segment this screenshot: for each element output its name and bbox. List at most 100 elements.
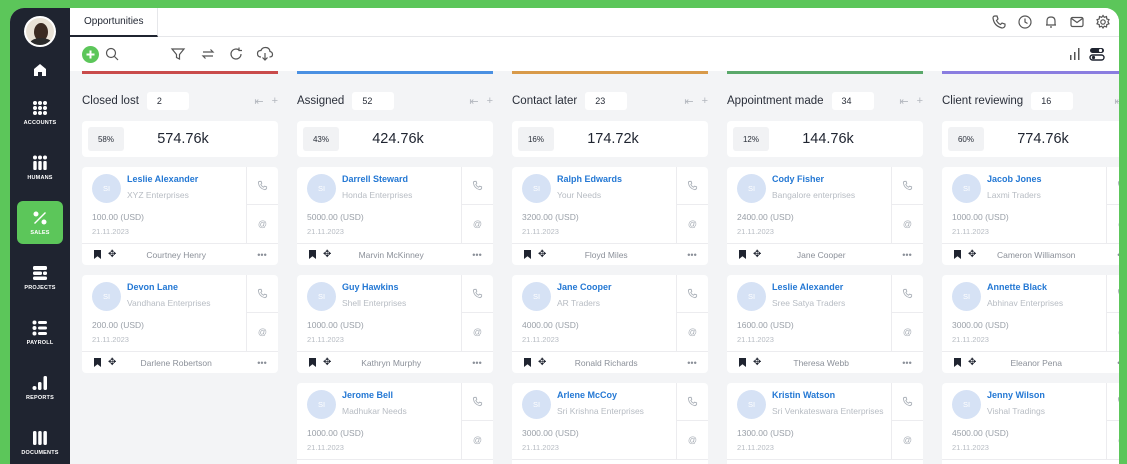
call-button[interactable] <box>892 383 923 421</box>
opportunity-card[interactable]: SI Devon Lane Vandhana Enterprises 200.0… <box>82 275 278 373</box>
collapse-icon[interactable]: ⇤ <box>1114 95 1119 108</box>
download-icon[interactable] <box>256 46 274 62</box>
refresh-icon[interactable] <box>228 46 244 62</box>
bell-icon[interactable] <box>1043 14 1059 30</box>
bookmark-icon[interactable] <box>309 358 316 367</box>
contact-name[interactable]: Guy Hawkins <box>342 282 399 292</box>
contact-name[interactable]: Cody Fisher <box>772 174 825 184</box>
opportunity-card[interactable]: SI Leslie Alexander XYZ Enterprises 100.… <box>82 167 278 265</box>
add-card-icon[interactable]: + <box>271 94 278 107</box>
bookmark-icon[interactable] <box>739 250 746 259</box>
move-icon[interactable]: ✥ <box>323 248 332 260</box>
contact-name[interactable]: Devon Lane <box>127 282 179 292</box>
contact-name[interactable]: Jerome Bell <box>342 390 394 400</box>
call-button[interactable] <box>677 167 708 205</box>
more-options-icon[interactable]: ••• <box>1106 250 1119 260</box>
sidebar-item-payroll[interactable]: PAYROLL <box>17 311 63 354</box>
more-options-icon[interactable]: ••• <box>687 357 697 368</box>
chart-icon[interactable] <box>1067 46 1083 62</box>
move-icon[interactable]: ✥ <box>538 356 547 368</box>
opportunity-card[interactable]: SI Cody Fisher Bangalore enterprises 240… <box>727 167 923 265</box>
more-options-icon[interactable]: ••• <box>472 357 482 368</box>
email-button[interactable]: @ <box>677 421 708 459</box>
opportunity-card[interactable]: SI Guy Hawkins Shell Enterprises 1000.00… <box>297 275 493 373</box>
call-button[interactable] <box>1107 383 1119 421</box>
move-icon[interactable]: ✥ <box>538 248 547 260</box>
more-options-icon[interactable]: ••• <box>902 249 912 260</box>
opportunity-card[interactable]: SI Ralph Edwards Your Needs 3200.00 (USD… <box>512 167 708 265</box>
add-button[interactable] <box>82 46 99 63</box>
sidebar-item-projects[interactable]: PROJECTS <box>17 256 63 299</box>
contact-name[interactable]: Jane Cooper <box>557 282 612 292</box>
sidebar-item-reports[interactable]: REPORTS <box>17 366 63 409</box>
opportunity-card[interactable]: SI Jenny Wilson Vishal Tradings 4500.00 … <box>942 383 1119 464</box>
bookmark-icon[interactable] <box>309 250 316 259</box>
email-button[interactable]: @ <box>892 205 923 243</box>
add-card-icon[interactable]: + <box>486 94 493 107</box>
bookmark-icon[interactable] <box>954 358 961 367</box>
call-button[interactable] <box>247 167 278 205</box>
settings-icon[interactable] <box>1095 14 1111 30</box>
bookmark-icon[interactable] <box>94 358 101 367</box>
contact-name[interactable]: Jacob Jones <box>987 174 1042 184</box>
contact-name[interactable]: Kristin Watson <box>772 390 836 400</box>
more-options-icon[interactable]: ••• <box>1106 358 1119 368</box>
email-button[interactable]: @ <box>1107 205 1119 243</box>
move-icon[interactable]: ✥ <box>968 248 977 260</box>
opportunity-card[interactable]: SI Kristin Watson Sri Venkateswara Enter… <box>727 383 923 464</box>
contact-name[interactable]: Darrell Steward <box>342 174 409 184</box>
call-button[interactable] <box>892 275 923 313</box>
move-icon[interactable]: ✥ <box>108 248 117 260</box>
clock-icon[interactable] <box>1017 14 1033 30</box>
add-card-icon[interactable]: + <box>916 94 923 107</box>
more-options-icon[interactable]: ••• <box>687 249 697 260</box>
call-button[interactable] <box>247 275 278 313</box>
opportunity-card[interactable]: SI Jerome Bell Madhukar Needs 1000.00 (U… <box>297 383 493 464</box>
email-button[interactable]: @ <box>247 205 278 243</box>
call-button[interactable] <box>677 275 708 313</box>
phone-icon[interactable] <box>991 14 1007 30</box>
collapse-icon[interactable]: ⇤ <box>684 95 694 108</box>
opportunity-card[interactable]: SI Jane Cooper AR Traders 4000.00 (USD) … <box>512 275 708 373</box>
more-options-icon[interactable]: ••• <box>472 249 482 260</box>
filter-icon[interactable] <box>170 46 186 62</box>
swap-icon[interactable] <box>200 46 216 62</box>
email-button[interactable]: @ <box>462 205 493 243</box>
contact-name[interactable]: Ralph Edwards <box>557 174 623 184</box>
collapse-icon[interactable]: ⇤ <box>254 95 264 108</box>
more-options-icon[interactable]: ••• <box>902 357 912 368</box>
email-button[interactable]: @ <box>462 313 493 351</box>
call-button[interactable] <box>677 383 708 421</box>
mail-icon[interactable] <box>1069 14 1085 30</box>
search-icon[interactable] <box>104 46 120 62</box>
collapse-icon[interactable]: ⇤ <box>469 95 479 108</box>
more-options-icon[interactable]: ••• <box>257 357 267 368</box>
email-button[interactable]: @ <box>677 205 708 243</box>
move-icon[interactable]: ✥ <box>753 356 762 368</box>
move-icon[interactable]: ✥ <box>753 248 762 260</box>
opportunity-card[interactable]: SI Annette Black Abhinav Enterprises 300… <box>942 275 1119 373</box>
email-button[interactable]: @ <box>892 313 923 351</box>
email-button[interactable]: @ <box>1107 421 1119 459</box>
home-icon[interactable] <box>33 63 47 77</box>
sidebar-item-sales[interactable]: SALES <box>17 201 63 245</box>
call-button[interactable] <box>462 275 493 313</box>
opportunity-card[interactable]: SI Arlene McCoy Sri Krishna Enterprises … <box>512 383 708 464</box>
email-button[interactable]: @ <box>462 421 493 459</box>
call-button[interactable] <box>462 383 493 421</box>
email-button[interactable]: @ <box>677 313 708 351</box>
move-icon[interactable]: ✥ <box>968 356 977 368</box>
bookmark-icon[interactable] <box>94 250 101 259</box>
call-button[interactable] <box>462 167 493 205</box>
opportunity-card[interactable]: SI Leslie Alexander Sree Satya Traders 1… <box>727 275 923 373</box>
sidebar-item-accounts[interactable]: ACCOUNTS <box>17 91 63 134</box>
add-card-icon[interactable]: + <box>701 94 708 107</box>
email-button[interactable]: @ <box>1107 313 1119 351</box>
email-button[interactable]: @ <box>247 313 278 351</box>
contact-name[interactable]: Jenny Wilson <box>987 390 1045 400</box>
more-options-icon[interactable]: ••• <box>257 249 267 260</box>
move-icon[interactable]: ✥ <box>108 356 117 368</box>
tab-opportunities[interactable]: Opportunities <box>70 8 159 37</box>
call-button[interactable] <box>1107 167 1119 205</box>
contact-name[interactable]: Leslie Alexander <box>127 174 199 184</box>
